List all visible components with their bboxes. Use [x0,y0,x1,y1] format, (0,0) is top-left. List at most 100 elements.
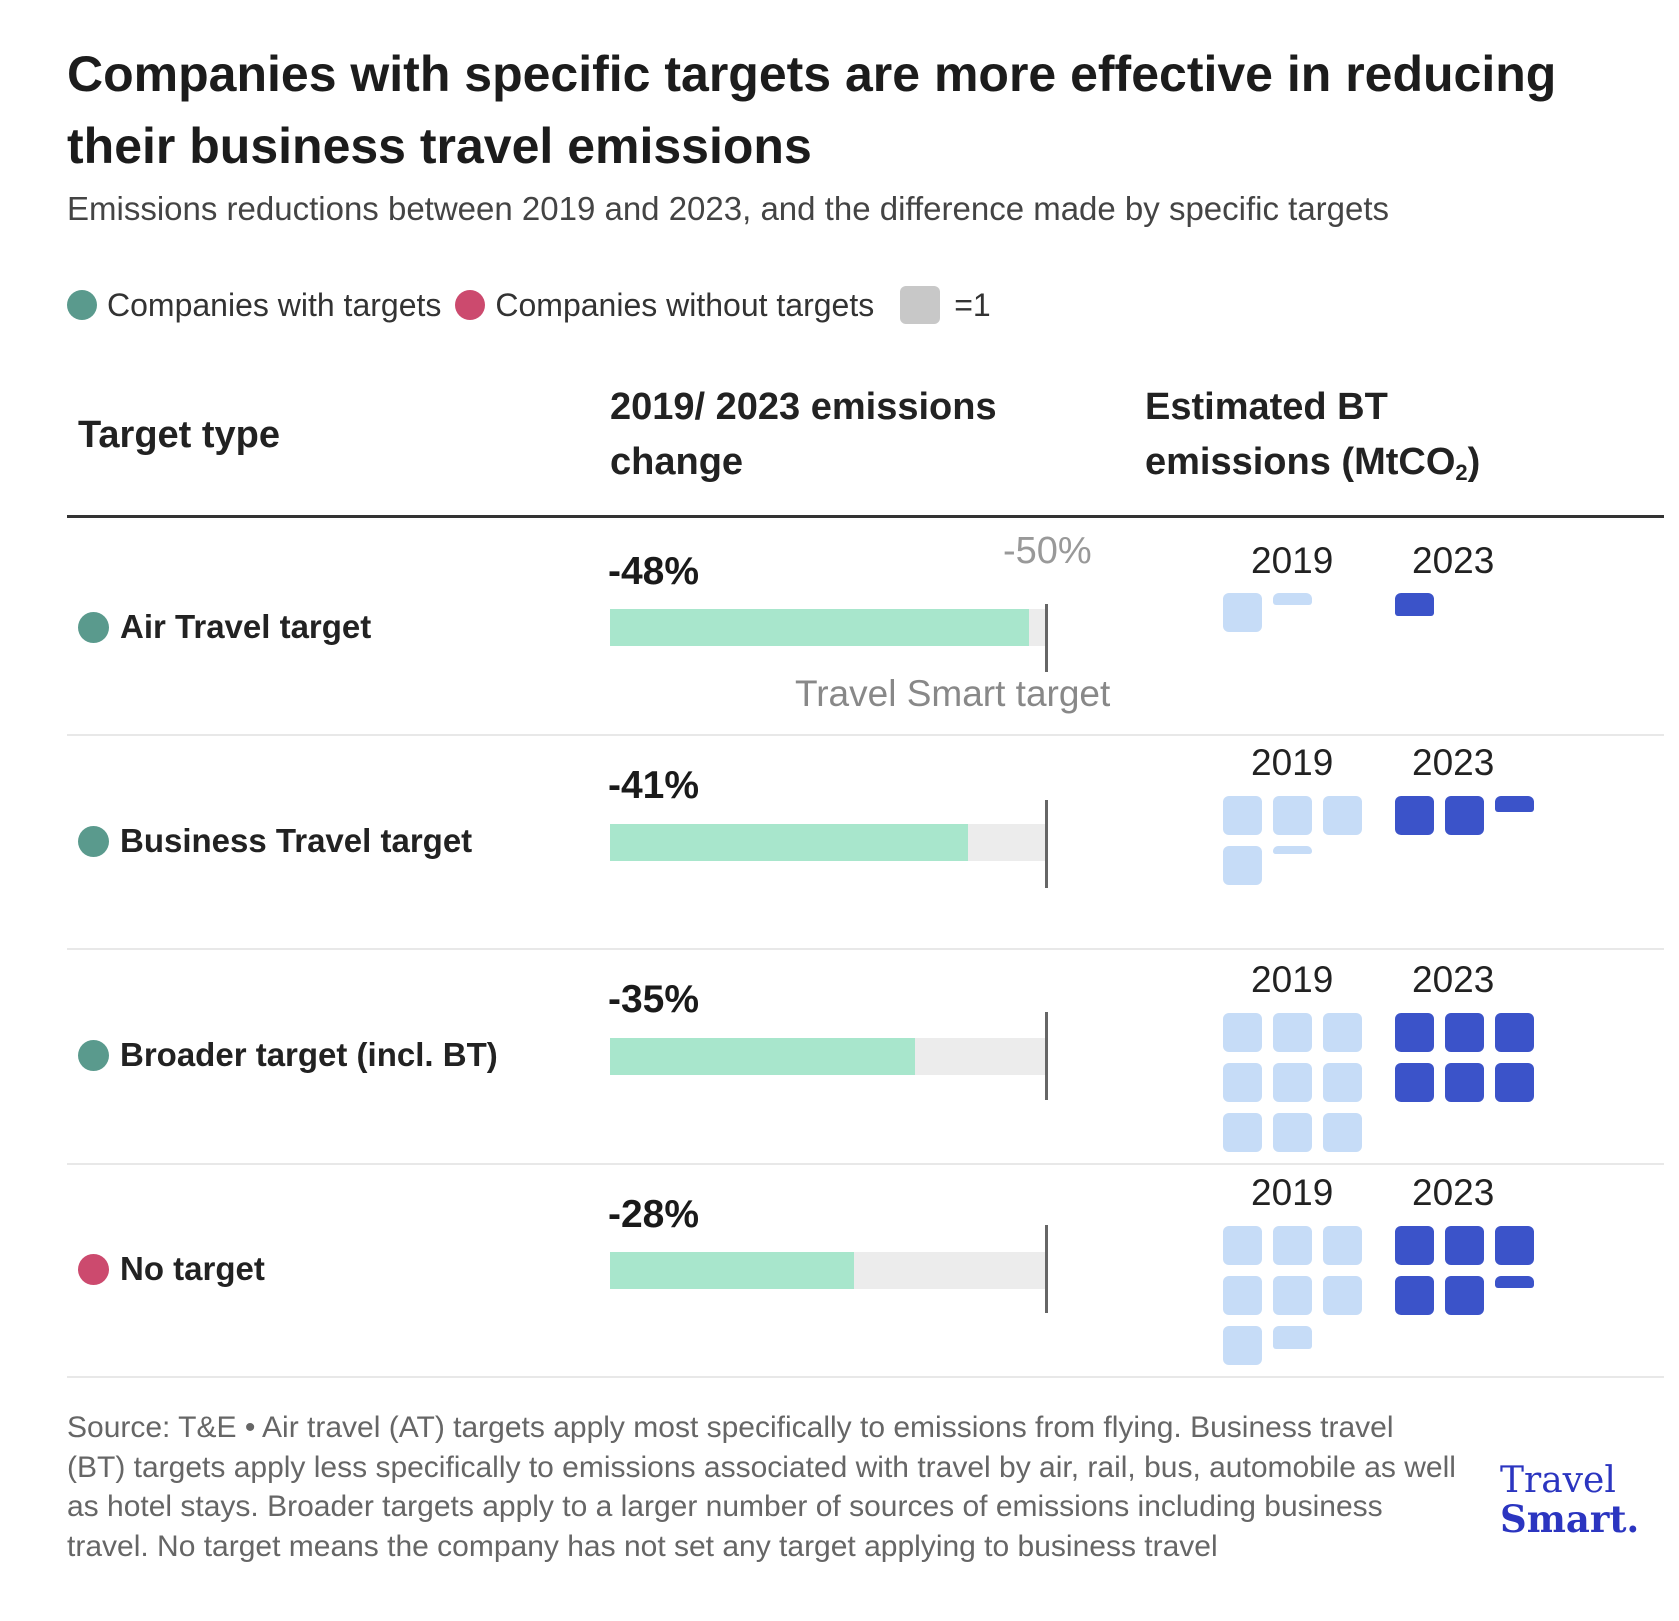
chart-title: Companies with specific targets are more… [67,46,1557,174]
row-label-text: Air Travel target [120,608,372,645]
target-line [1045,1012,1048,1100]
waffle-square [1395,1276,1434,1315]
waffle-square [1395,1013,1434,1052]
legend-without-targets: Companies without targets [455,287,874,324]
bar-value-label: -41% [608,764,700,807]
row-label: No target [78,1250,265,1288]
waffle-square [1273,1063,1312,1102]
waffle-square [1445,1276,1484,1315]
bar [610,824,968,861]
year-label-2023: 2023 [1412,1172,1495,1213]
year-label-2023: 2023 [1412,540,1495,581]
waffle-square [1323,1063,1362,1102]
row-label-text: Broader target (incl. BT) [120,1036,498,1073]
target-tick-label: -50% [1003,530,1092,572]
column-header-change: 2019/ 2023 emissions change [610,380,997,490]
bar-value-label: -48% [608,550,700,593]
row-group-dot [78,1253,109,1285]
emissions-unit-text: emissions (MtCO [1145,441,1456,483]
waffle-square [1223,1013,1262,1052]
bar-track [610,1252,1046,1289]
legend-with-targets: Companies with targets [67,287,441,324]
emissions-unit-close: ) [1467,441,1481,483]
waffle-square [1273,796,1312,835]
waffle-square [1323,1276,1362,1315]
row-label: Air Travel target [78,608,371,646]
row-divider [67,948,1664,950]
waffle-square [1223,1326,1262,1365]
waffle-square [1223,1276,1262,1315]
waffle-square [1273,1276,1312,1315]
waffle-square [1495,1276,1534,1288]
row-label: Broader target (incl. BT) [78,1036,498,1074]
year-label-2023: 2023 [1412,742,1495,783]
bar-value-label: -35% [608,978,700,1021]
legend: Companies with targets Companies without… [67,285,1005,325]
row-divider [67,1163,1664,1165]
row-label: Business Travel target [78,822,472,860]
column-header-emissions-line2: emissions (MtCO2) [1145,435,1480,500]
waffle-square [1273,1113,1312,1152]
year-label-2019: 2019 [1251,1172,1334,1213]
row-label-text: Business Travel target [120,822,473,859]
waffle-square [1273,846,1312,854]
year-label-2023: 2023 [1412,959,1495,1000]
bar-track [610,1038,1046,1075]
target-line [1045,1225,1048,1313]
waffle-square [1223,1226,1262,1265]
waffle-square [1495,796,1534,812]
emissions-unit-subscript: 2 [1455,460,1468,485]
waffle-square [1223,846,1262,885]
legend-with-targets-label: Companies with targets [107,286,442,323]
year-label-2019: 2019 [1251,742,1334,783]
legend-unit-label: =1 [954,286,991,323]
column-header-change-line1: 2019/ 2023 emissions [610,386,997,428]
legend-without-targets-dot [455,290,486,320]
column-header-emissions-line1: Estimated BT [1145,386,1388,428]
waffle-square [1495,1063,1534,1102]
waffle-square [1273,1013,1312,1052]
waffle-square [1223,1063,1262,1102]
waffle-square [1223,796,1262,835]
target-line [1045,800,1048,888]
bar-track [610,824,1046,861]
waffle-square [1273,593,1312,605]
bar [610,1038,916,1075]
waffle-square [1445,1226,1484,1265]
legend-unit-square [900,286,941,324]
waffle-square [1395,796,1434,835]
waffle-square [1223,593,1262,632]
column-header-change-line2: change [610,441,744,483]
target-line [1045,604,1048,672]
legend-unit: =1 [888,286,991,324]
waffle-square [1395,593,1434,616]
legend-with-targets-dot [67,290,97,320]
waffle-square [1395,1063,1434,1102]
logo-line2: Smart. [1500,1497,1640,1541]
travel-smart-logo: Travel Smart. [1500,1462,1640,1541]
source-note: Source: T&E • Air travel (AT) targets ap… [67,1411,1456,1563]
chart-subtitle: Emissions reductions between 2019 and 20… [67,190,1390,227]
target-name-label: Travel Smart target [795,673,1111,714]
waffle-square [1273,1226,1312,1265]
year-label-2019: 2019 [1251,959,1334,1000]
waffle-square [1323,1226,1362,1265]
waffle-square [1445,796,1484,835]
column-header-emissions: Estimated BT emissions (MtCO2) [1145,380,1480,500]
bar [610,609,1029,646]
waffle-square [1495,1013,1534,1052]
waffle-square [1395,1226,1434,1265]
year-label-2019: 2019 [1251,540,1334,581]
row-group-dot [78,1039,109,1071]
row-group-dot [78,611,109,643]
waffle-square [1323,796,1362,835]
column-header-target-type: Target type [78,414,281,456]
header-rule [67,515,1664,518]
bar-value-label: -28% [608,1193,700,1236]
legend-without-targets-label: Companies without targets [495,286,875,323]
waffle-square [1495,1226,1534,1265]
waffle-square [1445,1063,1484,1102]
row-group-dot [78,825,109,857]
waffle-square [1273,1326,1312,1349]
row-divider [67,734,1664,736]
